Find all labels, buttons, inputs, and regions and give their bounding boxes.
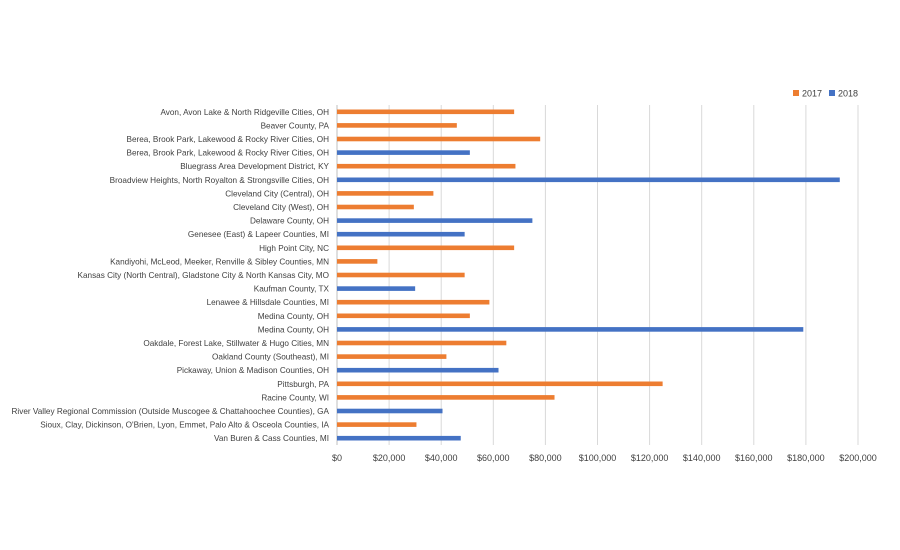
category-label: Beaver County, PA xyxy=(261,121,330,130)
category-label: Cleveland City (West), OH xyxy=(233,203,329,212)
bar-2017 xyxy=(337,272,465,278)
category-label: Medina County, OH xyxy=(258,312,329,321)
bar-2017 xyxy=(337,381,663,387)
legend-swatch-2018 xyxy=(829,90,835,96)
category-label: Sioux, Clay, Dickinson, O'Brien, Lyon, E… xyxy=(40,421,329,430)
bar-2017 xyxy=(337,191,434,196)
bar-2017 xyxy=(337,395,555,400)
legend-label-2018: 2018 xyxy=(838,89,858,99)
bar-2018 xyxy=(337,150,470,155)
category-label: High Point City, NC xyxy=(259,244,329,253)
bar-2018 xyxy=(337,435,461,441)
x-tick-label: $60,000 xyxy=(477,453,510,463)
bar-2017 xyxy=(337,136,541,142)
bar-2018 xyxy=(337,408,443,414)
gridlines xyxy=(336,105,859,445)
category-label: Racine County, WI xyxy=(261,393,329,402)
bar-2018 xyxy=(337,218,533,223)
x-tick-label: $200,000 xyxy=(839,453,877,463)
category-label: Berea, Brook Park, Lakewood & Rocky Rive… xyxy=(127,135,330,144)
bar-2018 xyxy=(337,177,840,183)
x-tick-label: $80,000 xyxy=(529,453,562,463)
x-tick-label: $20,000 xyxy=(373,453,406,463)
legend: 2017 2018 xyxy=(793,89,858,99)
bar-2017 xyxy=(337,354,447,359)
bar-2017 xyxy=(337,299,490,305)
category-label: Van Buren & Cass Counties, MI xyxy=(214,434,329,443)
category-label: Pickaway, Union & Madison Counties, OH xyxy=(177,366,329,375)
bar-2018 xyxy=(337,286,416,291)
category-label: Avon, Avon Lake & North Ridgeville Citie… xyxy=(160,108,329,117)
bar-2017 xyxy=(337,259,378,264)
bar-2018 xyxy=(337,367,499,373)
bar-2017 xyxy=(337,163,516,169)
bar-2018 xyxy=(337,231,465,237)
category-label: Delaware County, OH xyxy=(250,217,329,226)
x-tick-label: $180,000 xyxy=(787,453,825,463)
category-label: Genesee (East) & Lapeer Counties, MI xyxy=(188,230,329,239)
legend-label-2017: 2017 xyxy=(802,89,822,99)
bar-2017 xyxy=(337,123,457,128)
category-label: Kaufman County, TX xyxy=(254,285,330,294)
category-label: Bluegrass Area Development District, KY xyxy=(180,162,329,171)
bar-2017 xyxy=(337,245,515,251)
bar-2017 xyxy=(337,313,470,319)
category-label: Medina County, OH xyxy=(258,325,329,334)
bar-2017 xyxy=(337,340,507,346)
category-label: Cleveland City (Central), OH xyxy=(225,189,329,198)
x-tick-label: $160,000 xyxy=(735,453,773,463)
category-labels: Avon, Avon Lake & North Ridgeville Citie… xyxy=(12,108,330,443)
x-tick-label: $120,000 xyxy=(631,453,669,463)
category-label: Berea, Brook Park, Lakewood & Rocky Rive… xyxy=(127,149,330,158)
x-tick-label: $0 xyxy=(332,453,342,463)
bar-2018 xyxy=(337,327,804,332)
bars xyxy=(337,109,840,441)
bar-2017 xyxy=(337,109,515,115)
x-tick-label: $40,000 xyxy=(425,453,458,463)
bar-2017 xyxy=(337,422,417,427)
category-label: Kansas City (North Central), Gladstone C… xyxy=(78,271,329,280)
x-tick-label: $140,000 xyxy=(683,453,721,463)
category-label: River Valley Regional Commission (Outsid… xyxy=(12,407,330,416)
category-label: Kandiyohi, McLeod, Meeker, Renville & Si… xyxy=(110,257,329,266)
legend-swatch-2017 xyxy=(793,90,799,96)
category-label: Oakland County (Southeast), MI xyxy=(212,353,329,362)
category-label: Pittsburgh, PA xyxy=(277,380,329,389)
bar-2017 xyxy=(337,204,414,210)
category-label: Oakdale, Forest Lake, Stillwater & Hugo … xyxy=(143,339,329,348)
x-axis-tick-labels: $0 $20,000 $40,000 $60,000 $80,000 $100,000 $1… xyxy=(332,453,877,463)
category-label: Lenawee & Hillsdale Counties, MI xyxy=(207,298,329,307)
x-tick-label: $100,000 xyxy=(579,453,617,463)
category-label: Broadview Heights, North Royalton & Stro… xyxy=(110,176,329,185)
